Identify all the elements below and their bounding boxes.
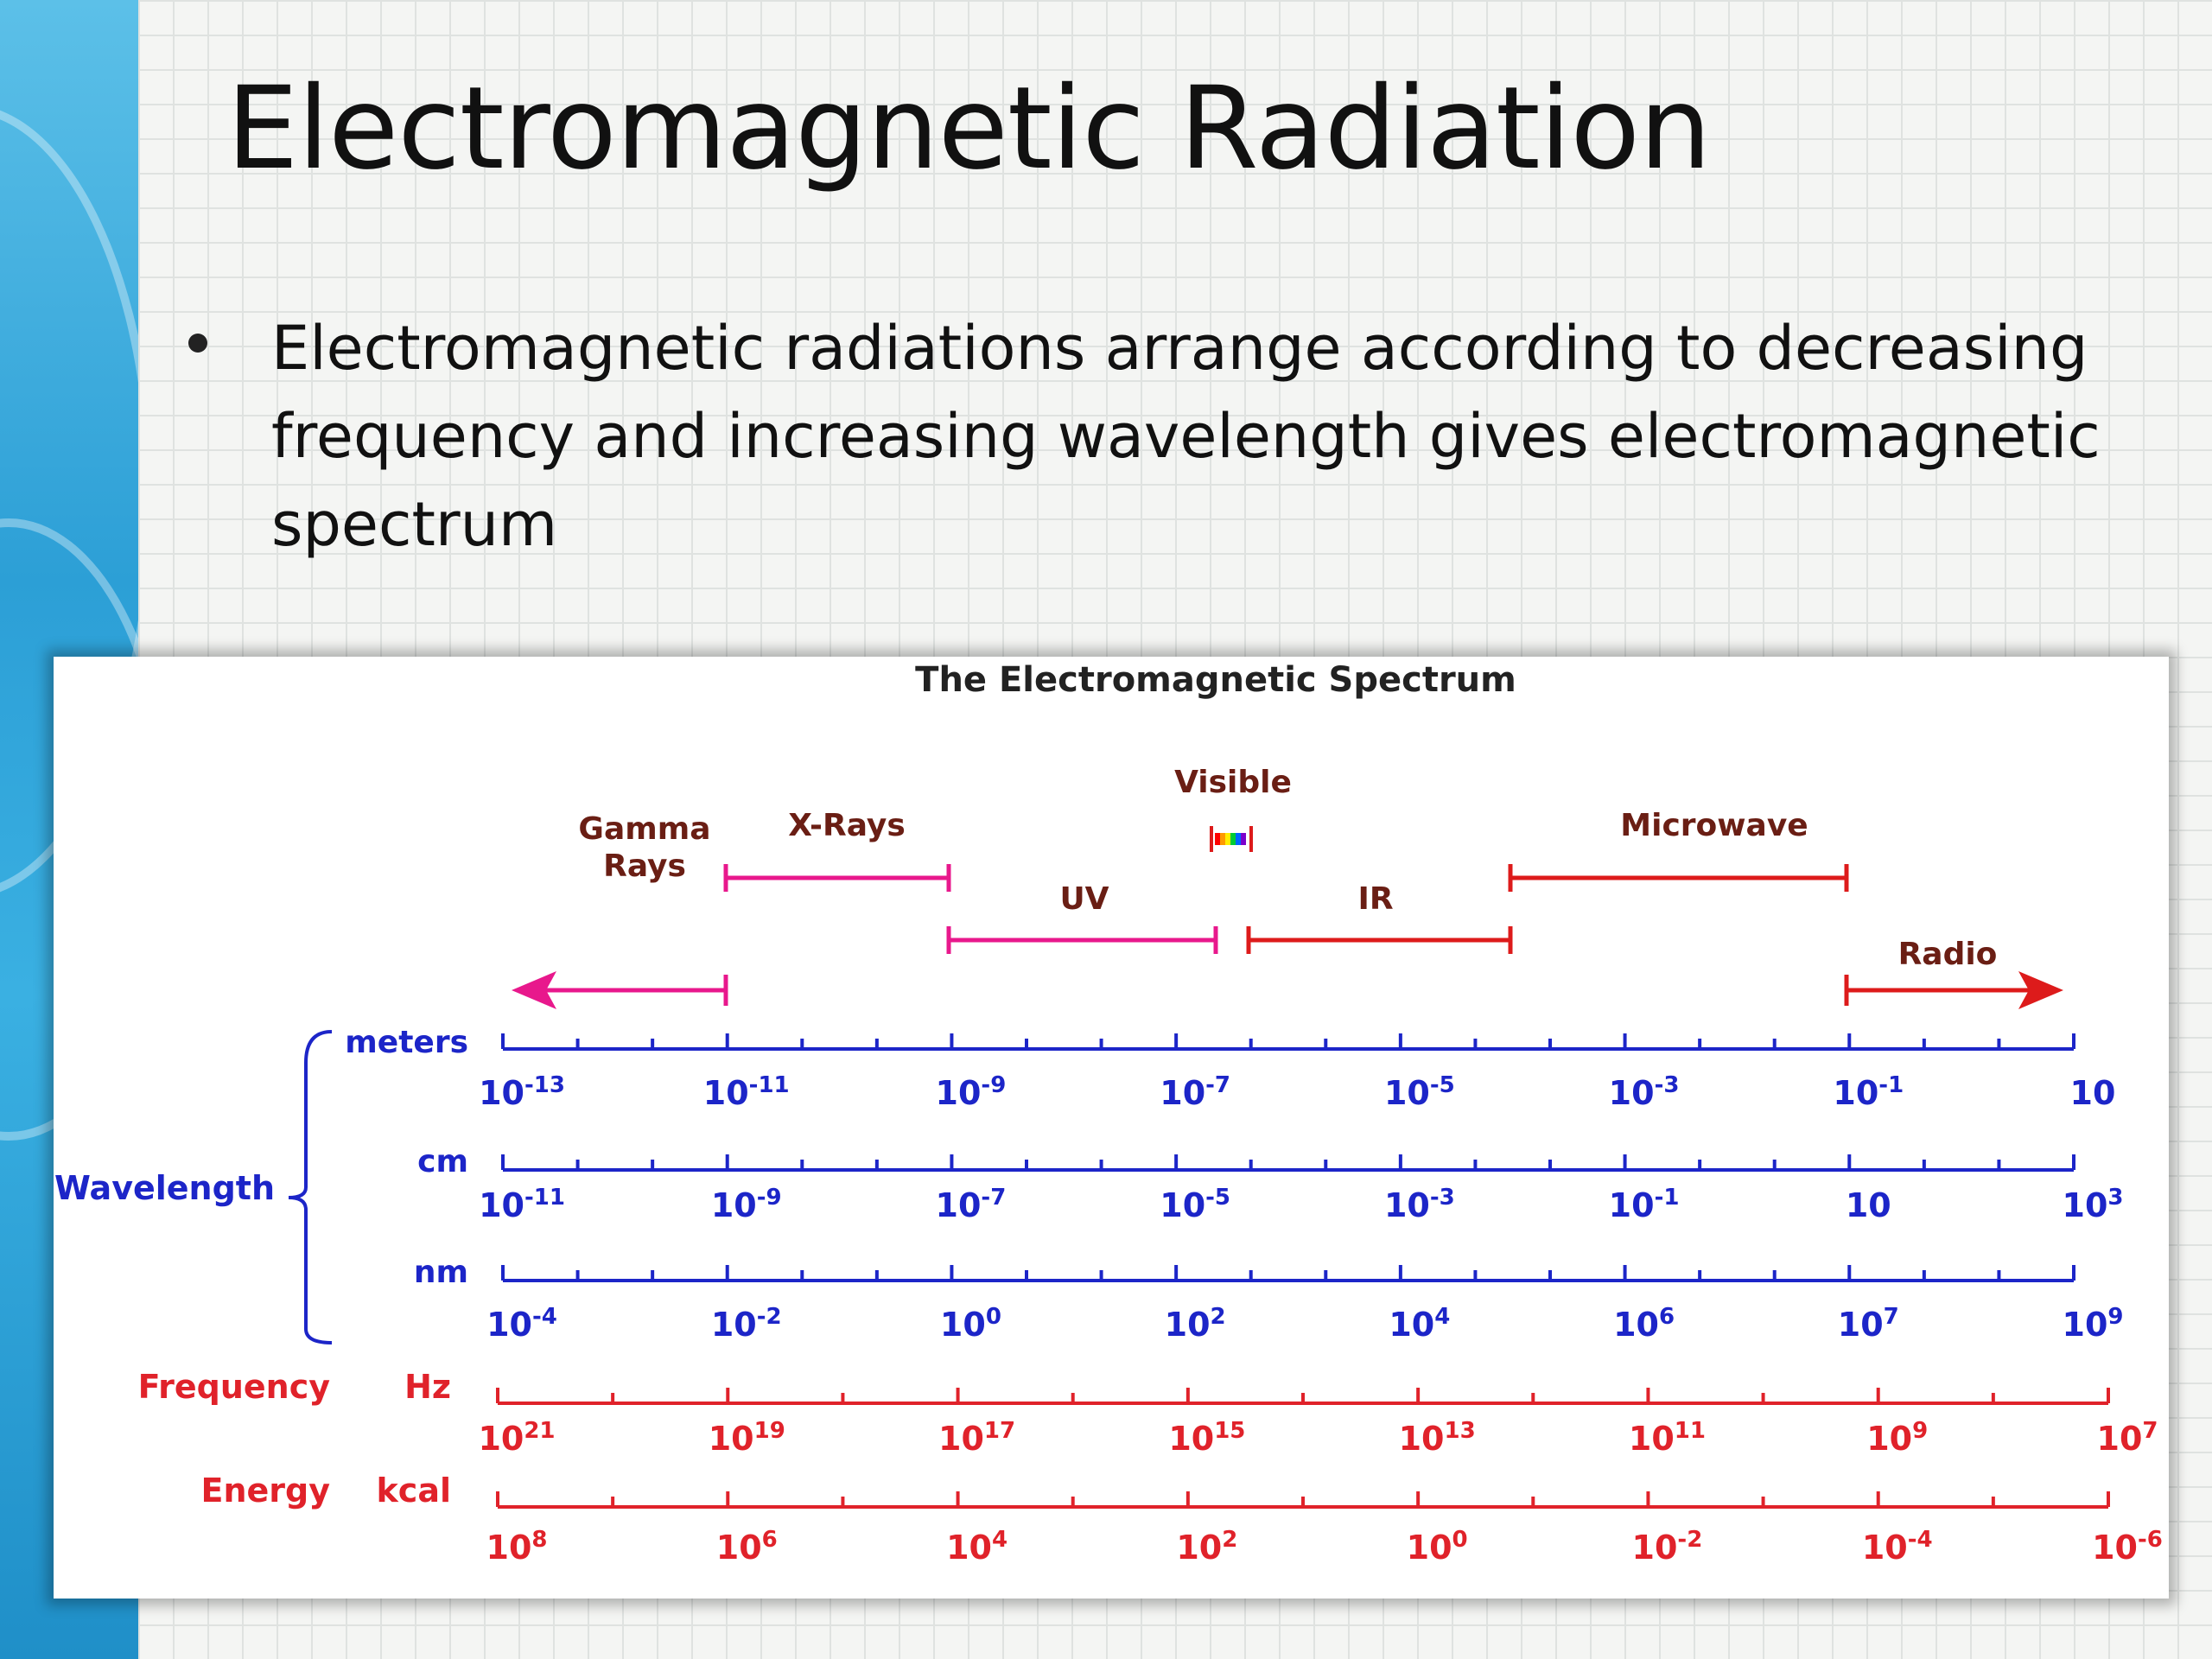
tick-label-freq: 107 <box>2097 1418 2158 1458</box>
region-label-gamma: Rays <box>603 849 686 884</box>
tick-label-nm: 106 <box>1613 1304 1675 1344</box>
tick-label-energy: 108 <box>486 1527 548 1567</box>
tick-label-meters: 10-1 <box>1833 1072 1904 1112</box>
region-label-uv: UV <box>1059 881 1109 917</box>
tick-label-cm: 10-7 <box>936 1185 1007 1224</box>
region-label-ir: IR <box>1357 881 1393 917</box>
tick-label-nm: 10-2 <box>711 1304 782 1344</box>
unit-label-energy: kcal <box>377 1471 451 1510</box>
diagram-title: The Electromagnetic Spectrum <box>915 660 1516 700</box>
tick-label-freq: 1011 <box>1629 1418 1706 1458</box>
wavelength-label: Wavelength <box>54 1169 275 1207</box>
tick-label-cm: 10-5 <box>1160 1185 1230 1224</box>
spectrum-diagram: The Electromagnetic Spectrum Gamma Rays X-R… <box>54 657 2169 1599</box>
slide-title: Electromagnetic Radiation <box>226 62 1712 195</box>
tick-label-meters: 10-9 <box>936 1072 1007 1112</box>
tick-label-nm: 102 <box>1165 1304 1226 1344</box>
tick-label-cm: 10-3 <box>1384 1185 1455 1224</box>
tick-label-energy: 104 <box>946 1527 1007 1567</box>
tick-label-freq: 1015 <box>1168 1418 1245 1458</box>
tick-label-energy: 10-2 <box>1632 1527 1703 1567</box>
tick-label-nm: 109 <box>2063 1304 2124 1344</box>
tick-label-freq: 1013 <box>1399 1418 1476 1458</box>
wavelength-brace <box>288 1030 333 1344</box>
scale-label-energy: Energy <box>201 1471 331 1510</box>
region-label-radio: Radio <box>1898 937 1998 972</box>
tick-label-nm: 107 <box>1838 1304 1899 1344</box>
tick-label-cm: 103 <box>2063 1185 2124 1224</box>
tick-label-meters: 10-13 <box>479 1072 565 1112</box>
region-label-gamma: Gamma <box>578 811 710 847</box>
visible-spectrum-stripe <box>1220 833 1225 845</box>
gamma-arrow-head <box>512 971 556 1009</box>
visible-spectrum-stripe <box>1236 833 1241 845</box>
tick-label-meters: 10-3 <box>1609 1072 1680 1112</box>
scale-label-freq: Frequency <box>138 1368 331 1406</box>
visible-spectrum-stripe <box>1230 833 1236 845</box>
tick-label-freq: 1019 <box>709 1418 785 1458</box>
tick-label-cm: 10 <box>1846 1186 1891 1224</box>
unit-label-freq: Hz <box>404 1368 451 1406</box>
tick-label-cm: 10-1 <box>1609 1185 1680 1224</box>
region-label-xrays: X-Rays <box>788 808 906 843</box>
region-label-microwave: Microwave <box>1620 808 1808 843</box>
tick-label-energy: 10-4 <box>1862 1527 1933 1567</box>
tick-label-freq: 109 <box>1866 1418 1928 1458</box>
tick-label-energy: 100 <box>1407 1527 1468 1567</box>
tick-label-nm: 10-4 <box>486 1304 557 1344</box>
visible-spectrum-stripe <box>1215 833 1220 845</box>
region-label-visible: Visible <box>1174 765 1292 800</box>
radio-arrow-head <box>2018 971 2063 1009</box>
tick-label-meters: 10-5 <box>1384 1072 1455 1112</box>
unit-label-nm: nm <box>414 1255 468 1290</box>
visible-spectrum-stripe <box>1225 833 1230 845</box>
bullet-icon <box>188 334 207 353</box>
tick-label-meters: 10-11 <box>703 1072 790 1112</box>
tick-label-cm: 10-11 <box>479 1185 565 1224</box>
tick-label-nm: 104 <box>1389 1304 1450 1344</box>
tick-label-energy: 106 <box>716 1527 778 1567</box>
unit-label-meters: meters <box>345 1025 468 1060</box>
visible-spectrum-stripe <box>1241 833 1246 845</box>
tick-label-energy: 102 <box>1176 1527 1237 1567</box>
tick-label-cm: 10-9 <box>711 1185 782 1224</box>
unit-label-cm: cm <box>417 1144 468 1179</box>
tick-label-freq: 1017 <box>938 1418 1015 1458</box>
tick-label-meters: 10-7 <box>1160 1072 1230 1112</box>
tick-label-freq: 1021 <box>478 1418 555 1458</box>
tick-label-nm: 100 <box>940 1304 1001 1344</box>
bullet-text: Electromagnetic radiations arrange accor… <box>271 313 2101 560</box>
tick-label-meters: 10 <box>2070 1074 2116 1112</box>
tick-label-energy: 10-6 <box>2092 1527 2163 1567</box>
